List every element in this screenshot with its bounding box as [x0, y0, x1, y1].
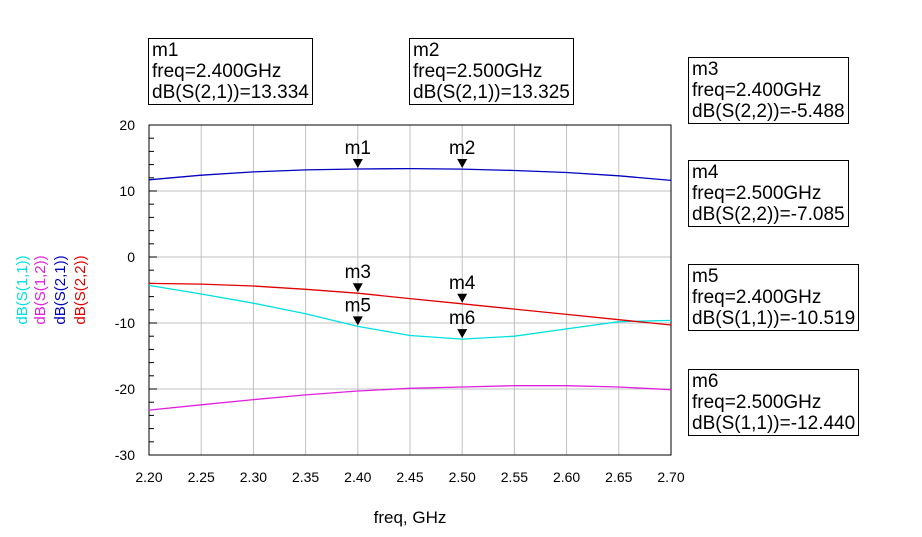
marker-box-freq: freq=2.500GHz: [692, 392, 822, 413]
marker-label-m3: m3: [345, 262, 371, 283]
y-tick-labels: 20 10 0 -10 -20 -30: [115, 117, 135, 463]
marker-triangle-m2: [457, 159, 468, 169]
marker-box-m4: m4 freq=2.500GHz dB(S(2,2))=-7.085: [688, 160, 849, 227]
marker-triangle-m1: [352, 158, 363, 168]
marker-box-m5: m5 freq=2.400GHz dB(S(1,1))=-10.519: [688, 264, 860, 331]
y-tick-label: -20: [115, 381, 135, 397]
x-tick-label: 2.55: [501, 469, 528, 485]
marker-box-freq: freq=2.500GHz: [413, 61, 543, 82]
marker-box-value: dB(S(1,1))=-10.519: [692, 308, 856, 329]
x-tick-label: 2.40: [344, 469, 371, 485]
marker-box-name: m5: [692, 266, 719, 287]
series-line-db-s-1-1-: [148, 284, 672, 340]
marker-triangle-m4: [457, 293, 468, 303]
legend-entry: dB(S(2,1)): [52, 255, 69, 324]
x-tick-label: 2.20: [135, 469, 162, 485]
legend-entry: dB(S(1,1)): [14, 255, 31, 324]
legend-entry: dB(S(2,2)): [72, 255, 89, 324]
marker-box-name: m6: [692, 371, 719, 392]
y-tick-label: -10: [115, 315, 135, 331]
marker-label-m6: m6: [449, 308, 475, 329]
y-tick-label: 20: [119, 117, 135, 133]
x-tick-label: 2.65: [605, 469, 632, 485]
series-line-db-s-2-1-: [148, 167, 672, 182]
marker-triangle-m3: [352, 283, 363, 293]
marker-box-m3: m3 freq=2.400GHz dB(S(2,2))=-5.488: [688, 57, 849, 124]
x-tick-labels: 2.20 2.25 2.30 2.35 2.40 2.45 2.50 2.55 2.60 2.65…: [135, 469, 684, 485]
y-tick-label: 0: [127, 249, 135, 265]
marker-box-value: dB(S(2,2))=-7.085: [692, 204, 845, 225]
marker-box-value: dB(S(1,1))=-12.440: [692, 413, 856, 434]
marker-box-name: m2: [413, 40, 440, 61]
series-line-db-s-1-2-: [148, 385, 672, 411]
marker-box-value: dB(S(2,2))=-5.488: [692, 101, 845, 122]
x-tick-label: 2.50: [449, 469, 476, 485]
marker-box-freq: freq=2.400GHz: [152, 61, 282, 82]
x-tick-label: 2.60: [553, 469, 580, 485]
y-tick-label: -30: [115, 447, 135, 463]
marker-box-freq: freq=2.400GHz: [692, 80, 822, 101]
grid-lines: [149, 125, 671, 455]
marker-box-value: dB(S(2,1))=13.325: [413, 82, 570, 103]
marker-box-freq: freq=2.500GHz: [692, 183, 822, 204]
y-tick-label: 10: [119, 183, 135, 199]
x-tick-label: 2.45: [396, 469, 423, 485]
legend-entry: dB(S(1,2)): [32, 255, 49, 324]
marker-box-m2: m2 freq=2.500GHz dB(S(2,1))=13.325: [409, 38, 574, 105]
marker-triangle-m6: [457, 329, 468, 339]
marker-label-m4: m4: [449, 273, 476, 294]
series-line-db-s-2-2-: [148, 282, 672, 326]
marker-box-name: m1: [152, 40, 179, 61]
marker-triangle-m5: [352, 316, 363, 326]
marker-box-m6: m6 freq=2.500GHz dB(S(1,1))=-12.440: [688, 369, 860, 436]
x-axis-label: freq, GHz: [374, 508, 447, 527]
marker-label-m1: m1: [345, 138, 371, 159]
marker-glyphs: m1 m2 m3 m4 m5 m6: [345, 138, 476, 339]
marker-box-value: dB(S(2,1))=13.334: [152, 82, 309, 103]
marker-box-name: m4: [692, 162, 719, 183]
x-tick-label: 2.30: [240, 469, 267, 485]
minor-ticks: [149, 124, 157, 456]
x-tick-label: 2.25: [188, 469, 215, 485]
x-tick-label: 2.70: [657, 469, 684, 485]
marker-box-freq: freq=2.400GHz: [692, 287, 822, 308]
marker-label-m5: m5: [345, 295, 371, 316]
plot-frame: [148, 124, 672, 456]
series-lines: [148, 167, 672, 411]
marker-box-name: m3: [692, 59, 719, 80]
marker-label-m2: m2: [449, 138, 475, 159]
marker-box-m1: m1 freq=2.400GHz dB(S(2,1))=13.334: [148, 38, 313, 105]
legend: dB(S(1,1)) dB(S(1,2)) dB(S(2,1)) dB(S(2,2)): [14, 255, 89, 324]
x-tick-label: 2.35: [292, 469, 319, 485]
